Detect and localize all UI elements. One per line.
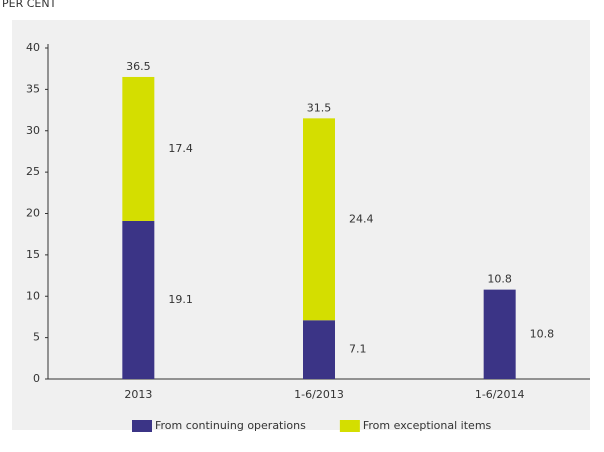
y-tick-label: 40	[26, 41, 40, 54]
value-label: 7.1	[349, 343, 367, 356]
y-tick-label: 0	[33, 372, 40, 385]
bar-segment	[303, 320, 335, 379]
chart-title: PER CENT	[2, 0, 57, 10]
value-label: 10.8	[530, 327, 555, 340]
y-tick-label: 10	[26, 289, 40, 302]
legend-swatch	[132, 420, 152, 432]
bar-segment	[122, 76, 155, 221]
legend-label: From continuing operations	[155, 419, 306, 432]
y-tick-label: 15	[26, 248, 40, 261]
legend-label: From exceptional items	[363, 419, 492, 432]
x-tick-label: 1-6/2013	[294, 388, 344, 401]
total-label: 36.5	[126, 60, 151, 73]
x-tick-label: 1-6/2014	[475, 388, 525, 401]
legend-swatch	[339, 420, 360, 432]
total-label: 10.8	[487, 273, 512, 286]
x-tick-label: 2013	[124, 388, 152, 401]
total-label: 31.5	[307, 101, 332, 114]
y-tick-label: 30	[26, 124, 40, 137]
y-tick-label: 35	[26, 82, 40, 95]
bar-segment	[122, 220, 155, 379]
value-label: 19.1	[168, 293, 193, 306]
value-label: 17.4	[168, 142, 193, 155]
y-tick-label: 25	[26, 165, 40, 178]
bar-segment	[303, 118, 335, 321]
y-tick-label: 5	[33, 331, 40, 344]
y-tick-label: 20	[26, 207, 40, 220]
value-label: 24.4	[349, 212, 374, 225]
bar-segment	[483, 289, 516, 379]
